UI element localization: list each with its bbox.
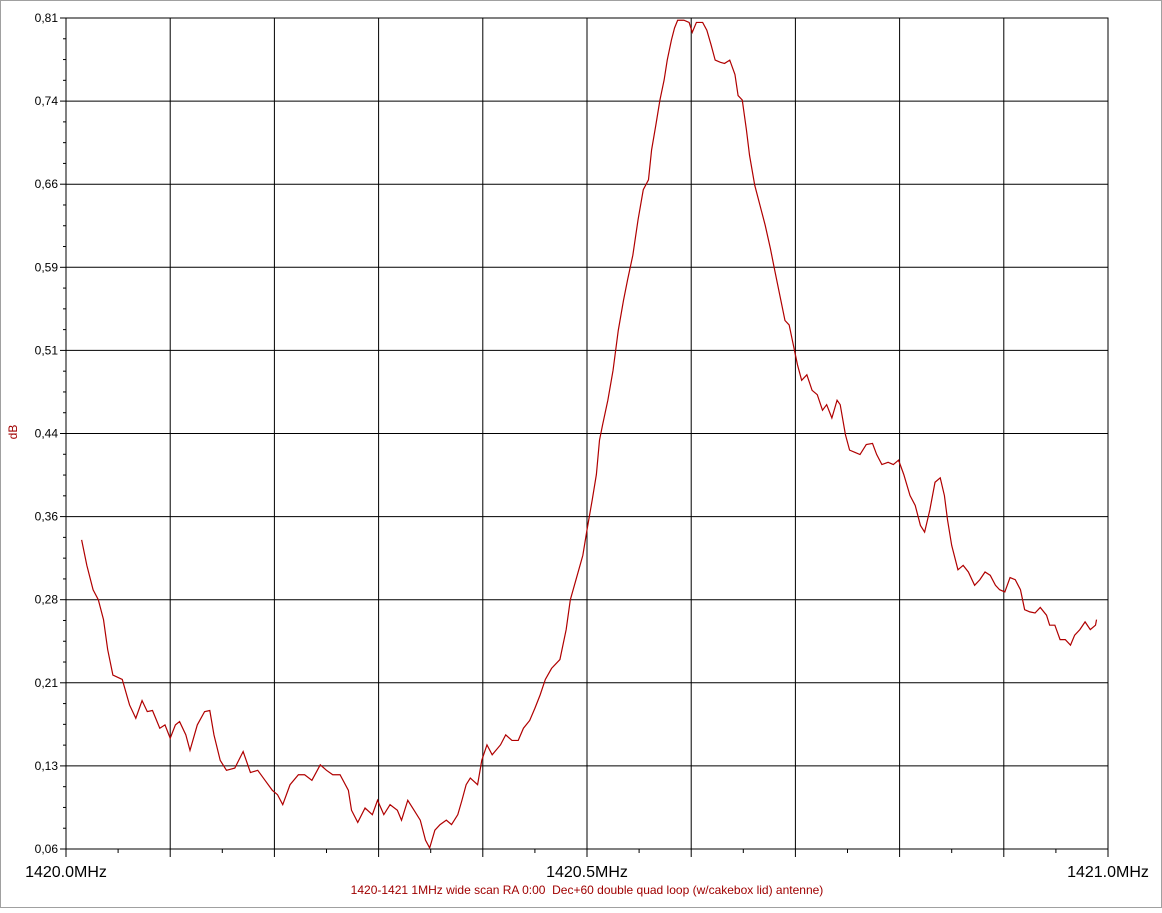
- chart-title: 1420-1421 1MHz wide scan RA 0:00 Dec+60 …: [351, 883, 824, 897]
- y-tick-label: 0,66: [35, 177, 59, 191]
- y-tick-label: 0,74: [35, 94, 59, 108]
- x-tick-label: 1420.0MHz: [25, 864, 107, 881]
- y-axis-label: dB: [6, 425, 20, 440]
- y-tick-label: 0,36: [35, 510, 59, 524]
- y-tick-label: 0,81: [35, 11, 59, 25]
- x-tick-label: 1421.0MHz: [1067, 864, 1149, 881]
- y-tick-label: 0,59: [35, 260, 59, 274]
- y-tick-label: 0,13: [35, 759, 59, 773]
- y-tick-label: 0,28: [35, 593, 59, 607]
- x-tick-label: 1420.5MHz: [546, 864, 628, 881]
- y-tick-label: 0,51: [35, 343, 59, 357]
- y-tick-label: 0,21: [35, 676, 59, 690]
- y-tick-label: 0,06: [35, 842, 59, 856]
- y-tick-label: 0,44: [35, 427, 59, 441]
- data-line: [81, 19, 1098, 850]
